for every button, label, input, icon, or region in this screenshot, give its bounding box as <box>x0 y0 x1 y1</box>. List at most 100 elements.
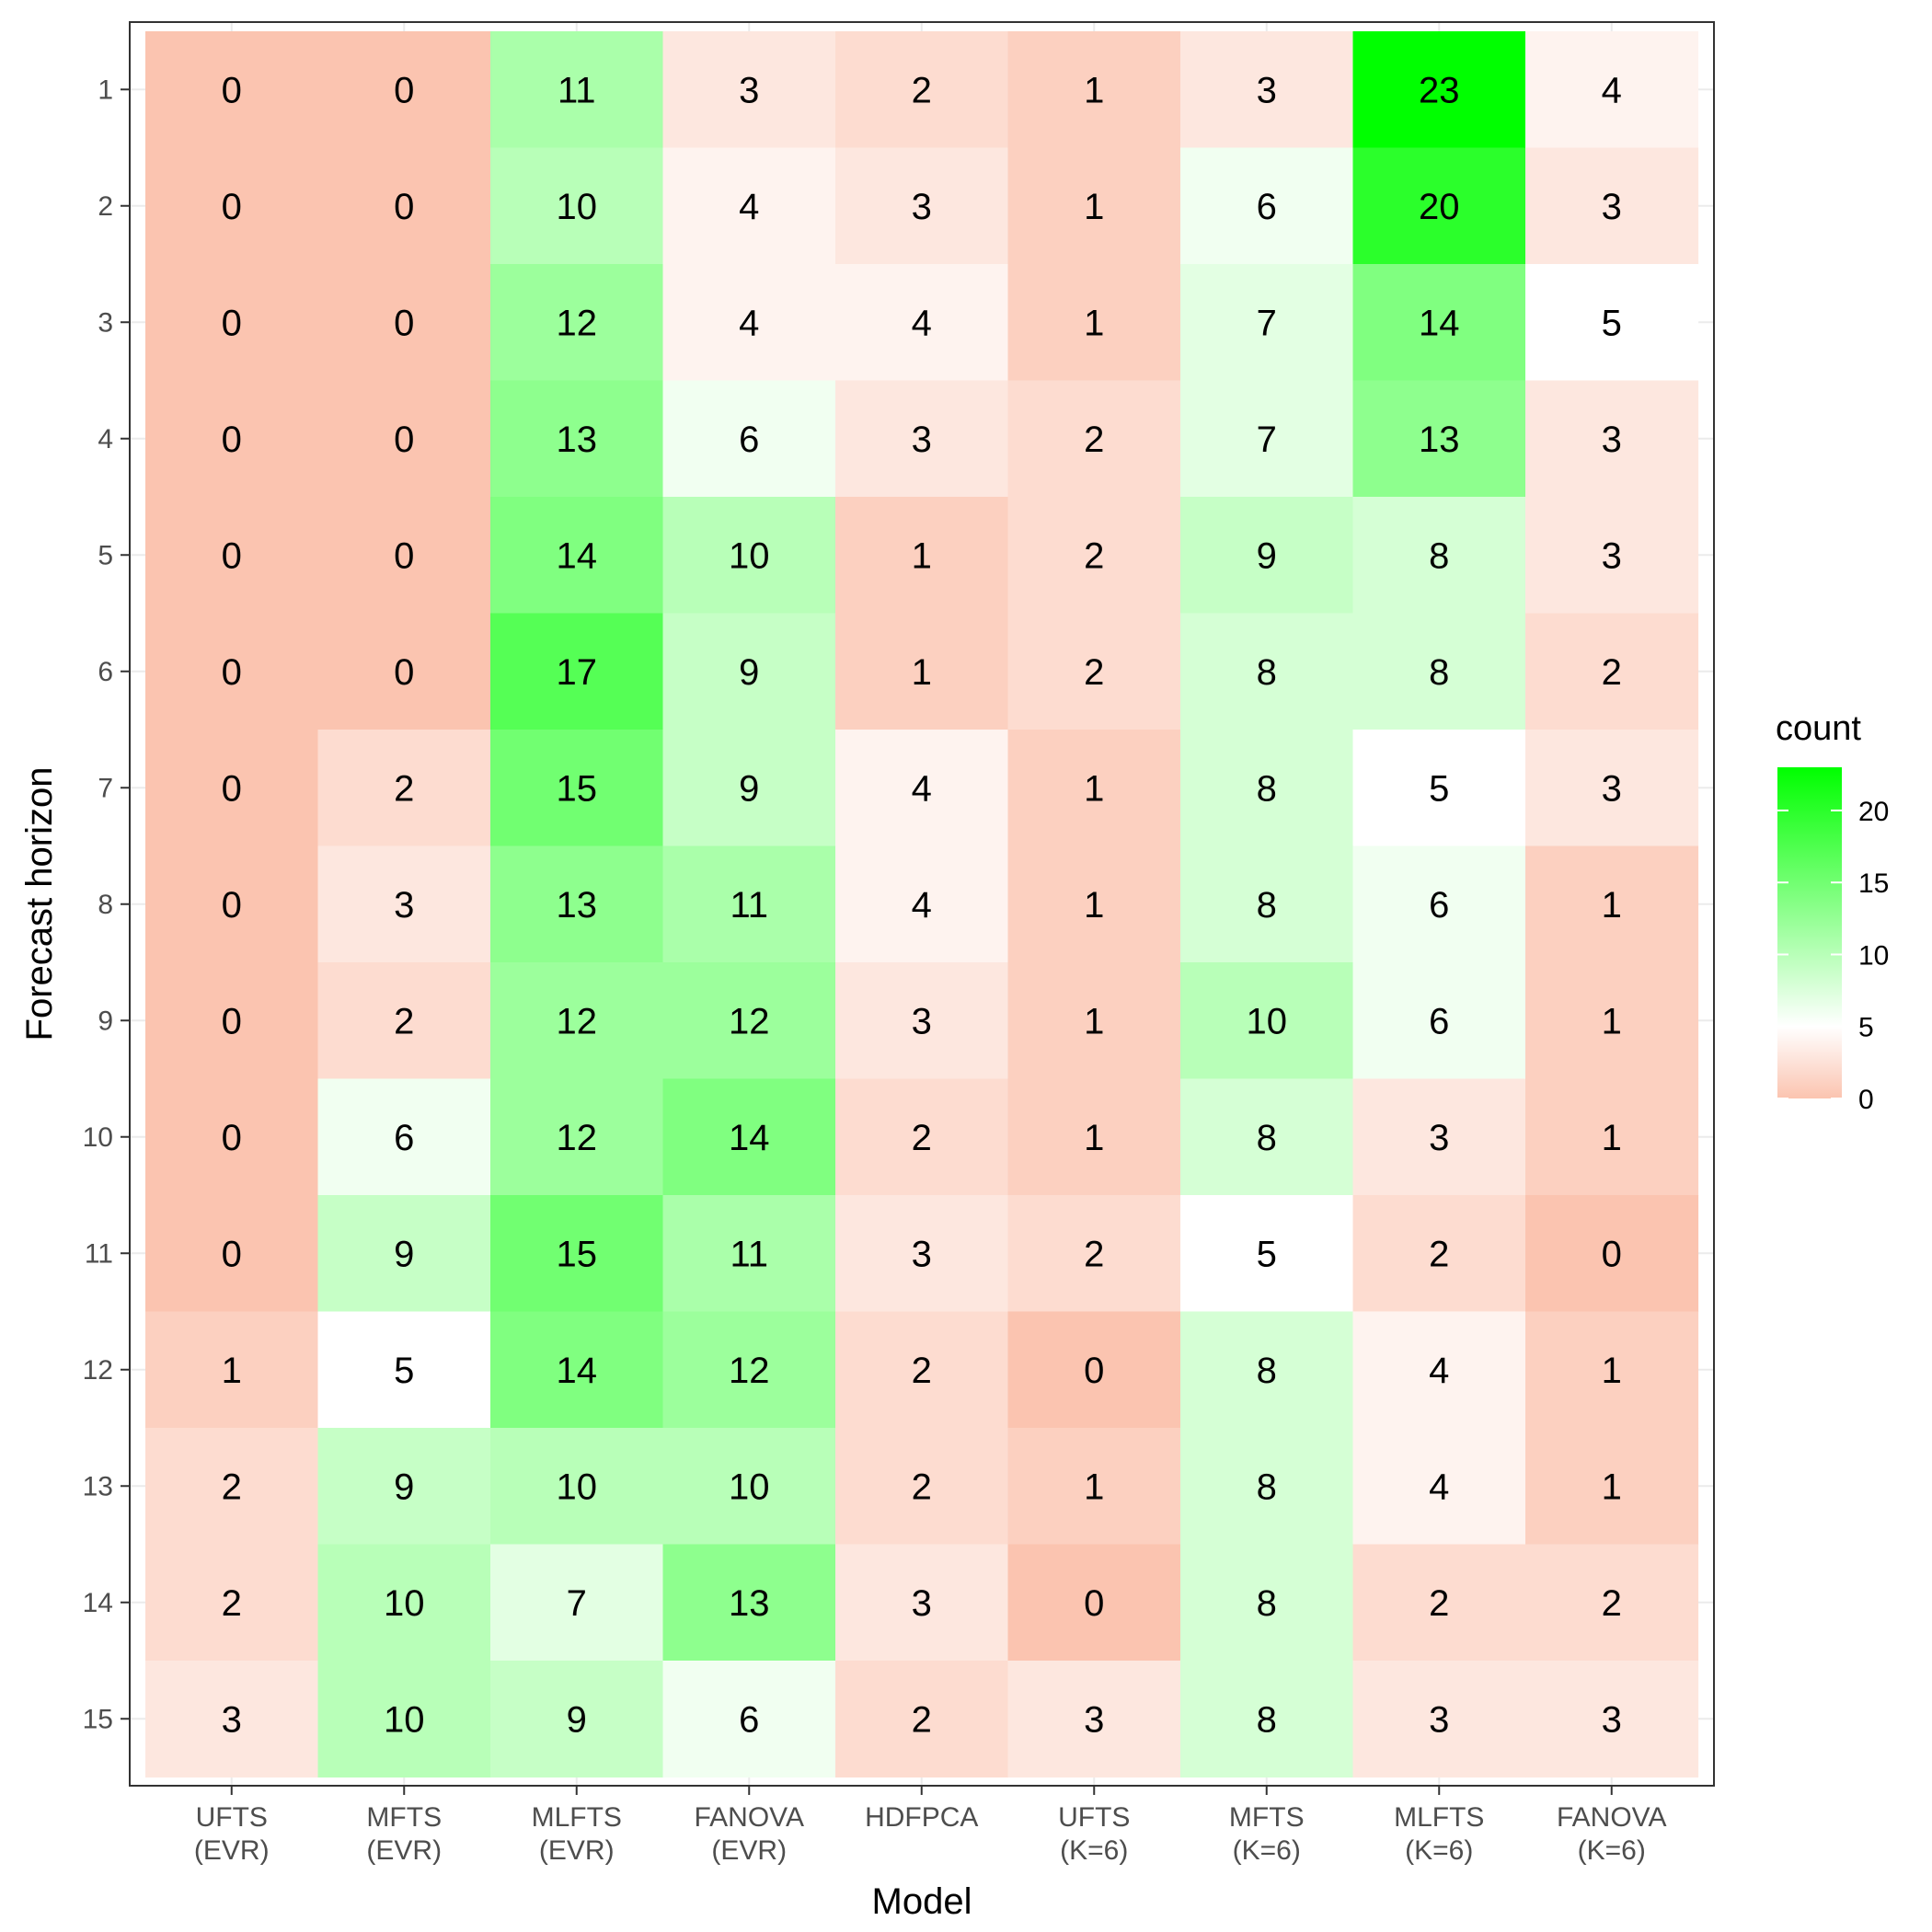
heatmap-cell <box>835 497 1009 615</box>
heatmap-cell <box>1352 962 1526 1080</box>
heatmap-cell <box>317 962 491 1080</box>
heatmap-cell <box>835 730 1009 847</box>
heatmap-cell <box>145 1544 319 1662</box>
cell-value-label: 9 <box>739 768 759 809</box>
cell-value-label: 6 <box>1429 885 1449 926</box>
cell-value-label: 2 <box>1084 1234 1104 1274</box>
heatmap-cell <box>1352 380 1526 498</box>
y-tick-label: 10 <box>83 1122 113 1153</box>
x-tick-label: MLFTS (K=6) <box>1394 1802 1484 1866</box>
heatmap-cell <box>145 1078 319 1196</box>
heatmap-cell <box>1007 264 1181 382</box>
heatmap-cell <box>835 1544 1009 1662</box>
heatmap-cell <box>1352 1428 1526 1546</box>
cell-value-label: 7 <box>567 1583 587 1624</box>
heatmap-cell <box>1525 1428 1699 1546</box>
cell-value-label: 14 <box>557 535 598 576</box>
heatmap-cell <box>1007 1078 1181 1196</box>
cell-value-label: 8 <box>1257 1466 1277 1507</box>
heatmap-cell <box>662 845 836 963</box>
cell-value-label: 2 <box>1602 1583 1622 1624</box>
heatmap-cell <box>145 613 319 730</box>
cell-value-label: 13 <box>557 420 598 460</box>
legend-title: count <box>1776 709 1861 748</box>
y-tick-label: 14 <box>83 1588 113 1618</box>
cell-value-label: 14 <box>729 1118 770 1158</box>
heatmap-cell <box>1007 497 1181 615</box>
cell-value-label: 0 <box>1602 1234 1622 1274</box>
cell-value-label: 1 <box>1084 1466 1104 1507</box>
heatmap-cell <box>490 264 664 382</box>
cell-value-label: 5 <box>1602 303 1622 343</box>
cell-value-label: 1 <box>912 652 932 693</box>
cell-value-label: 2 <box>1084 420 1104 460</box>
heatmap-cell <box>1180 1195 1354 1313</box>
cell-value-label: 0 <box>222 652 242 693</box>
cell-value-label: 13 <box>1419 420 1460 460</box>
cell-value-label: 0 <box>222 1001 242 1041</box>
heatmap-cell <box>835 147 1009 265</box>
cell-value-label: 11 <box>730 1234 768 1274</box>
heatmap-cell <box>662 380 836 498</box>
heatmap-cell <box>1007 147 1181 265</box>
x-tick-label: FANOVA (K=6) <box>1557 1802 1666 1866</box>
heatmap-cell <box>1180 31 1354 149</box>
y-tick-label: 4 <box>98 424 113 454</box>
heatmap-cell <box>317 147 491 265</box>
cell-value-label: 2 <box>394 1001 414 1041</box>
heatmap-cell <box>317 1544 491 1662</box>
heatmap-cell <box>1352 845 1526 963</box>
y-tick-label: 1 <box>98 75 113 105</box>
heatmap-cell <box>662 730 836 847</box>
heatmap-cell <box>835 1661 1009 1778</box>
x-tick-label: UFTS (K=6) <box>1058 1802 1130 1866</box>
y-tick-label: 5 <box>98 540 113 570</box>
heatmap-cell <box>1180 147 1354 265</box>
heatmap-cell <box>1007 730 1181 847</box>
cell-value-label: 8 <box>1257 1699 1277 1740</box>
cell-value-label: 11 <box>558 70 596 110</box>
cell-value-label: 2 <box>1084 652 1104 693</box>
heatmap-cell <box>1180 845 1354 963</box>
heatmap-cell <box>490 730 664 847</box>
y-axis-title: Forecast horizon <box>19 767 60 1041</box>
cell-value-label: 23 <box>1419 70 1460 110</box>
heatmap-cell <box>835 1428 1009 1546</box>
y-tick-label: 3 <box>98 307 113 338</box>
cell-value-label: 6 <box>394 1118 414 1158</box>
heatmap-cell <box>1352 1078 1526 1196</box>
heatmap-cell <box>490 1428 664 1546</box>
heatmap-cell <box>1180 1311 1354 1429</box>
cell-value-label: 3 <box>1429 1118 1449 1158</box>
cell-value-label: 1 <box>1084 187 1104 227</box>
heatmap-cell <box>1180 1428 1354 1546</box>
heatmap-cell <box>1525 264 1699 382</box>
cell-value-label: 1 <box>222 1351 242 1391</box>
legend-tick-label: 0 <box>1858 1085 1874 1115</box>
heatmap-cell <box>490 845 664 963</box>
heatmap-cell <box>662 1544 836 1662</box>
heatmap-cell <box>1525 962 1699 1080</box>
legend-colorbar <box>1777 767 1842 1098</box>
cell-value-label: 5 <box>1257 1234 1277 1274</box>
y-tick-label: 9 <box>98 1006 113 1036</box>
heatmap-cell <box>145 31 319 149</box>
heatmap-cell <box>1525 845 1699 963</box>
cell-value-label: 8 <box>1257 1118 1277 1158</box>
heatmap-cells <box>145 31 1699 1778</box>
cell-value-label: 3 <box>1602 420 1622 460</box>
y-tick-label: 2 <box>98 191 113 222</box>
cell-value-label: 3 <box>394 885 414 926</box>
heatmap-cell <box>1525 147 1699 265</box>
cell-value-label: 8 <box>1429 652 1449 693</box>
cell-value-label: 6 <box>739 420 759 460</box>
cell-value-label: 3 <box>1602 768 1622 809</box>
cell-value-label: 4 <box>912 885 932 926</box>
heatmap-cell <box>317 497 491 615</box>
cell-value-label: 3 <box>1257 70 1277 110</box>
cell-value-label: 8 <box>1257 1583 1277 1624</box>
cell-value-label: 11 <box>730 885 768 926</box>
heatmap-cell <box>1007 380 1181 498</box>
heatmap-cell <box>1180 497 1354 615</box>
